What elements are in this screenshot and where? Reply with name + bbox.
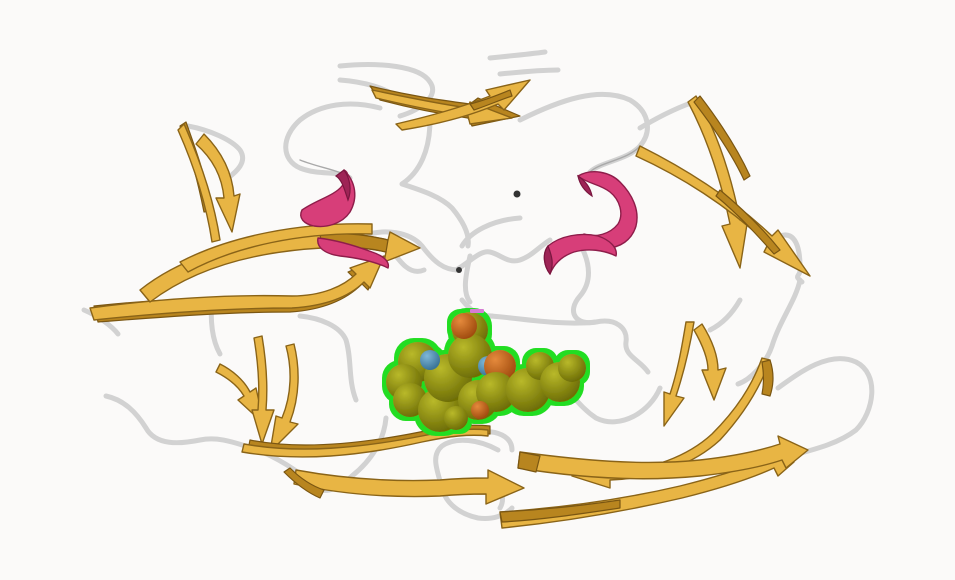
beta-sheets-left [89,223,421,323]
ligand-marker [470,309,484,313]
alpha-helices [300,169,638,276]
ligand-spacefill [386,312,586,432]
beta-sheets-right [517,321,809,489]
beta-sheets-bottom [215,335,795,529]
beta-sheets-back [177,79,811,277]
